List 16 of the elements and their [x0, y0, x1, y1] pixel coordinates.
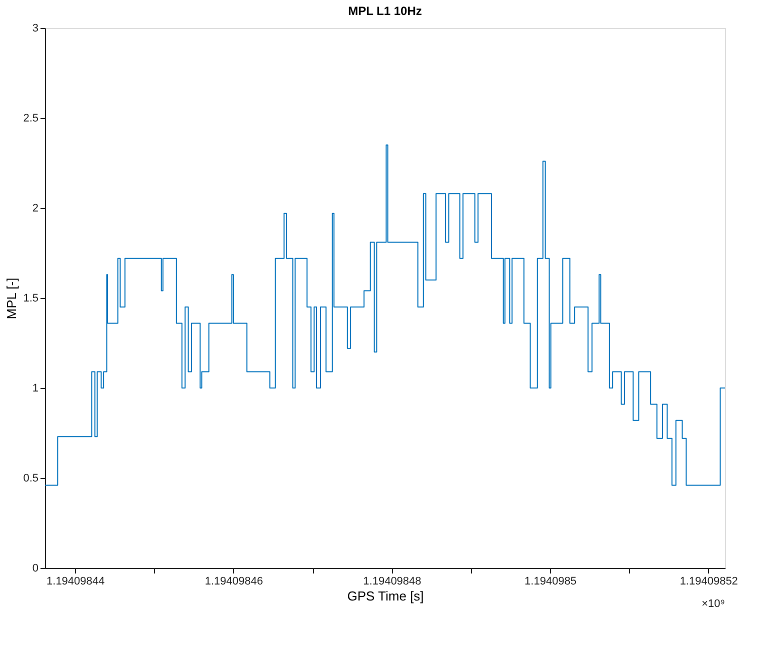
y-tick-label: 0.5 — [23, 472, 38, 484]
y-tick-label: 2 — [32, 202, 38, 214]
y-tick-label: 0 — [32, 562, 38, 574]
x-tick-label: 1.19409852 — [680, 576, 738, 588]
y-tick-label: 1.5 — [23, 292, 38, 304]
y-axis-title: MPL [-] — [4, 278, 20, 320]
x-axis-title: GPS Time [s] — [347, 588, 424, 604]
x-tick-label: 1.19409844 — [46, 576, 105, 588]
x-tick-label: 1.19409848 — [363, 576, 422, 588]
x-tick-label: 1.19409846 — [204, 576, 263, 588]
y-tick-label: 1 — [32, 382, 38, 394]
x-tick-label: 1.1940985 — [524, 576, 577, 588]
y-tick-label: 3 — [32, 22, 38, 34]
y-tick-label: 2.5 — [23, 112, 38, 124]
chart-title: MPL L1 10Hz — [348, 4, 422, 18]
text: ×10⁹ — [702, 598, 725, 610]
